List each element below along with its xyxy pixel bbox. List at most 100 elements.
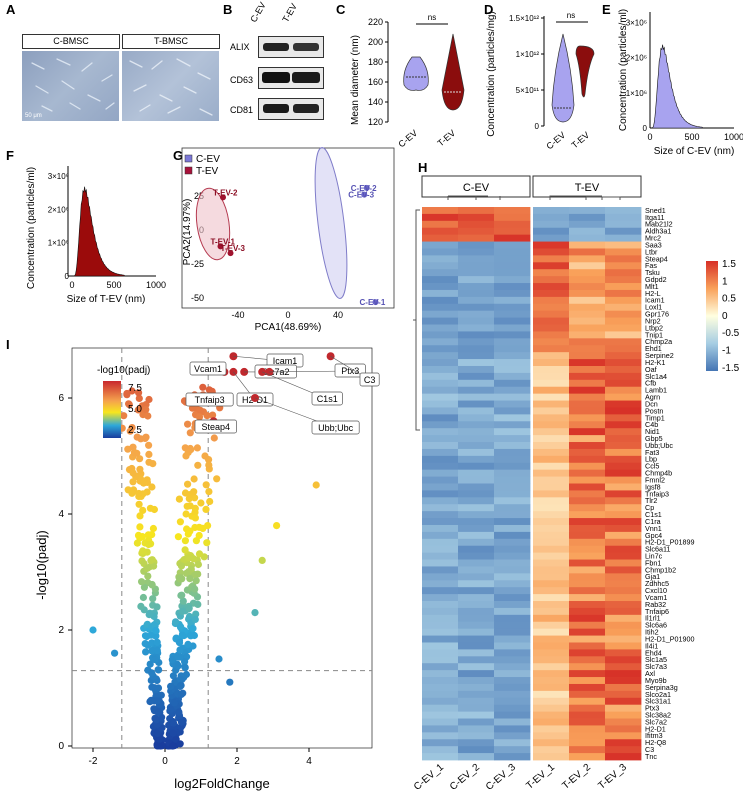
h-cell	[494, 227, 531, 236]
h-cell	[422, 538, 459, 547]
h-cell	[533, 697, 570, 706]
h-gene-label: Fmnl2	[645, 475, 665, 484]
i-point	[145, 441, 153, 449]
i-labeled-point	[326, 352, 335, 361]
h-cell	[533, 711, 570, 719]
g-point	[361, 191, 368, 198]
i-point	[169, 729, 177, 737]
i-point	[175, 708, 183, 716]
h-cell	[458, 511, 495, 519]
h-cell	[533, 276, 570, 284]
i-point	[174, 533, 182, 541]
h-gene-label: Itga11	[645, 213, 664, 222]
t-bmsc-label: T-BMSC	[122, 34, 220, 49]
i-point	[188, 404, 197, 412]
h-cell	[494, 469, 531, 477]
h-cell	[533, 255, 570, 263]
h-cell	[494, 504, 531, 512]
h-cell	[533, 739, 570, 747]
i-ytick-label: 4	[58, 509, 64, 520]
h-group-cev-label: C-EV	[463, 182, 490, 194]
h-cell	[533, 753, 570, 761]
h-cell	[533, 566, 570, 574]
i-label-text: Ptx3	[341, 366, 359, 376]
h-cell	[494, 739, 531, 747]
h-cell	[458, 234, 495, 242]
h-cell	[458, 531, 495, 540]
h-cell	[533, 310, 570, 318]
i-point	[144, 572, 152, 580]
i-point	[154, 708, 162, 717]
h-cell	[533, 690, 570, 699]
h-cell	[458, 483, 495, 491]
h-cell	[605, 400, 642, 408]
h-cell	[422, 649, 459, 657]
h-cell	[605, 469, 642, 477]
panel-label-i: I	[6, 337, 10, 352]
h-cell	[569, 518, 606, 526]
h-gene-label: Slc6a11	[645, 545, 670, 554]
g-ellipse-cev	[314, 147, 348, 299]
h-cell	[605, 725, 642, 733]
i-label-box	[334, 363, 366, 378]
h-cell	[533, 303, 570, 312]
i-point	[126, 427, 134, 435]
h-gene-label: Timp1	[645, 413, 665, 422]
h-gene-label: Saa3	[645, 240, 662, 249]
i-point	[172, 618, 180, 626]
h-gene-label: Tnfaip3	[645, 489, 669, 498]
g-ytick-label: -50	[191, 293, 204, 303]
h-cell	[569, 566, 606, 574]
h-cell	[569, 234, 606, 242]
h-cell	[533, 428, 570, 436]
i-point	[195, 550, 204, 558]
h-cell	[533, 469, 570, 477]
wb-row-alix: ALIX	[230, 42, 250, 52]
h-cell	[569, 594, 606, 602]
h-cell	[533, 587, 570, 595]
h-cell	[533, 531, 570, 540]
i-point	[191, 585, 199, 593]
i-legend-tick-75: 7.5	[128, 383, 142, 394]
h-gene-label: Icam1	[645, 296, 665, 305]
e-xlabel: Size of C-EV (nm)	[654, 146, 735, 157]
h-cell	[569, 469, 606, 477]
h-cell	[458, 614, 495, 623]
h-cell	[422, 559, 459, 567]
h-cell	[494, 331, 531, 339]
h-cell	[533, 511, 570, 519]
h-cell	[458, 746, 495, 754]
h-cell	[494, 594, 531, 602]
e-ytick-label: 2×10⁶	[626, 54, 647, 63]
panel-label-f: F	[6, 148, 14, 163]
h-cell	[422, 697, 459, 706]
h-cell	[605, 359, 642, 367]
g-point	[227, 250, 234, 257]
h-cell	[458, 276, 495, 284]
i-point	[133, 433, 141, 441]
h-cell	[422, 566, 459, 574]
h-cell	[422, 248, 459, 256]
h-cell	[422, 393, 459, 401]
i-point	[181, 658, 189, 666]
h-gene-label: Ptx3	[645, 704, 659, 713]
h-cell	[422, 476, 459, 484]
h-cell	[458, 518, 495, 526]
d-ytick-label: 5×10¹¹	[516, 86, 540, 95]
i-point	[136, 512, 144, 520]
chart-e: Concentration (particles/ml) 0 500 1000 0 1×…	[618, 9, 743, 157]
h-cell	[458, 476, 495, 484]
h-cell	[569, 227, 606, 236]
h-cell	[494, 220, 531, 229]
h-cell	[458, 331, 495, 339]
h-cell	[605, 207, 642, 215]
h-cell	[605, 414, 642, 422]
i-point	[184, 640, 192, 648]
h-cell	[569, 607, 606, 616]
h-cell	[569, 552, 606, 560]
h-cell	[533, 338, 570, 346]
h-cell	[533, 559, 570, 567]
e-histogram	[651, 44, 704, 129]
h-cell	[605, 331, 642, 339]
f-histogram	[73, 186, 126, 277]
